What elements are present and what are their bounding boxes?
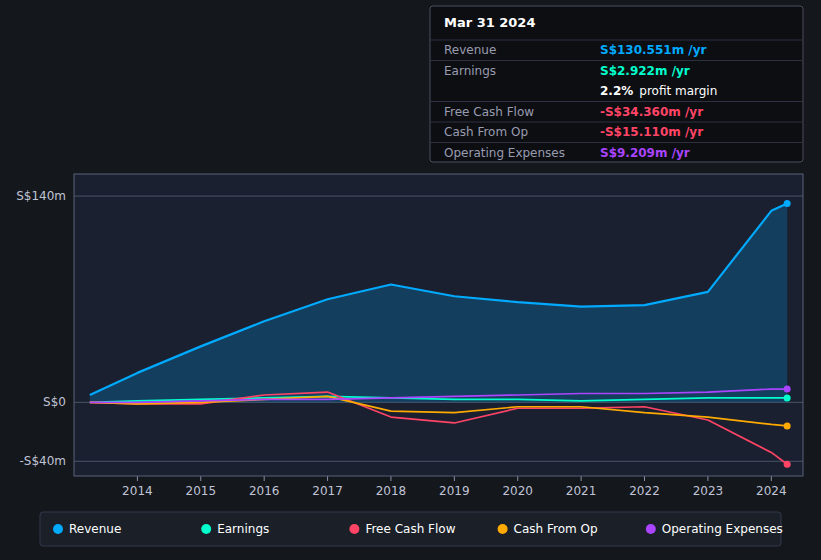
x-tick [390,476,391,481]
info-value: -S$15.110m /yr [600,125,703,139]
x-tick [327,476,328,481]
info-divider [430,101,803,102]
x-tick-label: 2015 [186,484,217,498]
legend-swatch [498,524,508,534]
x-tick-label: 2020 [502,484,533,498]
info-divider [430,122,803,123]
x-tick [137,476,138,481]
grid-line [74,196,803,197]
y-tick-label: -S$40m [19,454,66,468]
info-value-text: S$130.551m /yr [600,43,707,57]
series-line [90,392,787,464]
plot-frame [74,174,803,476]
x-tick [264,476,265,481]
legend-swatch [646,524,656,534]
x-tick [771,476,772,481]
x-tick-label: 2014 [122,484,153,498]
y-tick-label: S$0 [43,395,66,409]
legend-swatch [53,524,63,534]
end-dot [784,200,791,207]
info-value: S$130.551m /yr [600,43,707,57]
legend-label: Cash From Op [514,522,598,536]
info-value-text: 2.2% [600,84,633,98]
info-value: S$2.922m /yr [600,64,690,78]
x-tick [707,476,708,481]
info-label: Cash From Op [444,125,528,139]
legend-swatch [201,524,211,534]
plot-background [74,174,803,476]
end-dot [784,394,791,401]
end-dot [784,386,791,393]
series-line [90,389,787,402]
info-label: Free Cash Flow [444,105,534,119]
legend: Revenue Earnings Free Cash Flow Cash From O… [40,512,783,546]
info-divider [430,142,803,143]
info-value: S$9.209m /yr [600,146,690,160]
info-divider [430,40,803,41]
info-label: Operating Expenses [444,146,565,160]
x-tick [581,476,582,481]
x-tick-label: 2018 [376,484,407,498]
background [0,0,821,560]
info-value-text: -S$15.110m /yr [600,125,703,139]
info-value-text: S$9.209m /yr [600,146,690,160]
legend-label: Operating Expenses [662,522,783,536]
grid-line [74,461,803,462]
area-fill [90,203,787,402]
x-tick-label: 2022 [629,484,660,498]
x-tick-label: 2021 [566,484,597,498]
legend-label: Earnings [217,522,269,536]
x-tick-label: 2023 [693,484,724,498]
plot-marks [90,200,791,468]
end-dot [784,422,791,429]
x-tick [200,476,201,481]
y-tick-label: S$140m [16,189,66,203]
x-tick-label: 2019 [439,484,470,498]
x-tick [454,476,455,481]
info-box-frame [430,6,803,162]
legend-label: Free Cash Flow [365,522,455,536]
info-value: 2.2% profit margin [600,84,717,98]
info-box: Mar 31 2024 Revenue S$130.551m /yr Earnings… [430,6,803,162]
info-value-text: S$2.922m /yr [600,64,690,78]
chart: S$140m S$0 -S$40m 2014 2015 2016 2017 2018 2019 2… [0,0,821,560]
end-dot [784,461,791,468]
series-line [90,203,787,395]
legend-label: Revenue [69,522,121,536]
info-value: -S$34.360m /yr [600,105,703,119]
legend-swatch [349,524,359,534]
title: Mar 31 2024 [444,15,535,30]
info-label: Earnings [444,64,496,78]
info-detail: profit margin [639,84,717,98]
x-tick-label: 2024 [756,484,787,498]
x-tick [517,476,518,481]
x-tick-label: 2016 [249,484,280,498]
x-tick [644,476,645,481]
x-tick-label: 2017 [312,484,343,498]
info-divider [430,60,803,61]
info-label: Revenue [444,43,496,57]
info-value-text: -S$34.360m /yr [600,105,703,119]
